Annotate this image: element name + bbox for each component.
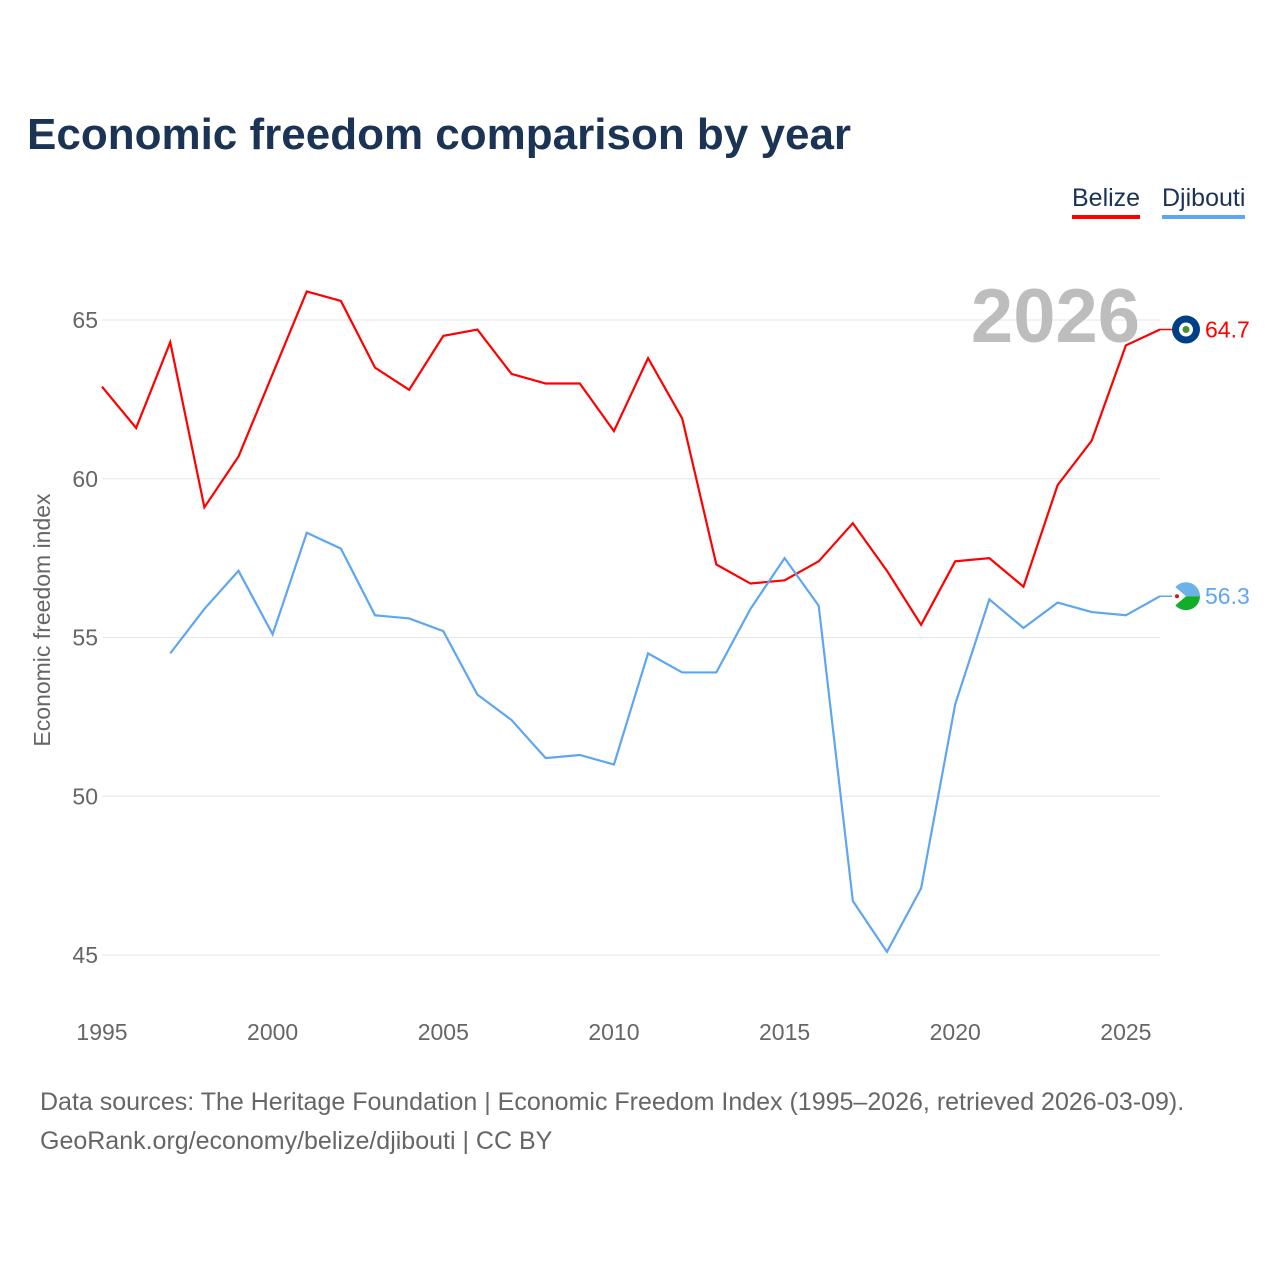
x-tick-label: 2015 xyxy=(759,1019,810,1045)
data-point-djibouti[interactable] xyxy=(677,667,687,677)
data-point-djibouti[interactable] xyxy=(711,667,721,677)
data-point-belize[interactable] xyxy=(370,363,380,373)
data-point-belize[interactable] xyxy=(950,556,960,566)
end-value-label-djibouti: 56.3 xyxy=(1205,583,1250,609)
data-point-djibouti[interactable] xyxy=(199,604,209,614)
data-point-belize[interactable] xyxy=(438,331,448,341)
x-tick-label: 2000 xyxy=(247,1019,298,1045)
legend-belize[interactable]: Belize xyxy=(1072,184,1141,219)
data-point-belize[interactable] xyxy=(1121,340,1131,350)
data-point-belize[interactable] xyxy=(643,353,653,363)
y-tick-label: 50 xyxy=(72,783,98,809)
data-point-djibouti[interactable] xyxy=(1018,623,1028,633)
y-tick-label: 55 xyxy=(72,625,98,651)
data-point-djibouti[interactable] xyxy=(1053,598,1063,608)
data-point-belize[interactable] xyxy=(916,620,926,630)
data-point-belize[interactable] xyxy=(268,369,278,379)
data-point-belize[interactable] xyxy=(1087,436,1097,446)
source-link[interactable]: GeoRank.org/economy/belize/djibouti | CC… xyxy=(40,1127,553,1155)
data-point-djibouti[interactable] xyxy=(1087,607,1097,617)
x-tick-label: 1995 xyxy=(76,1019,127,1045)
end-value-label-belize: 64.7 xyxy=(1205,317,1250,343)
data-point-djibouti[interactable] xyxy=(234,566,244,576)
data-point-belize[interactable] xyxy=(404,385,414,395)
data-point-belize[interactable] xyxy=(1053,480,1063,490)
data-point-belize[interactable] xyxy=(336,296,346,306)
data-point-djibouti[interactable] xyxy=(472,690,482,700)
data-point-belize[interactable] xyxy=(507,369,517,379)
y-tick-label: 60 xyxy=(72,466,98,492)
data-point-belize[interactable] xyxy=(882,566,892,576)
data-point-djibouti[interactable] xyxy=(1121,610,1131,620)
data-point-djibouti[interactable] xyxy=(984,594,994,604)
data-point-djibouti[interactable] xyxy=(609,760,619,770)
data-point-belize[interactable] xyxy=(199,502,209,512)
y-tick-label: 65 xyxy=(72,307,98,333)
data-point-djibouti[interactable] xyxy=(848,896,858,906)
data-point-belize[interactable] xyxy=(165,337,175,347)
legend-djibouti[interactable]: Djibouti xyxy=(1162,184,1246,219)
data-point-djibouti[interactable] xyxy=(745,604,755,614)
data-point-belize[interactable] xyxy=(541,379,551,389)
data-point-djibouti[interactable] xyxy=(370,610,380,620)
data-point-djibouti[interactable] xyxy=(814,601,824,611)
data-point-belize[interactable] xyxy=(472,325,482,335)
x-tick-label: 2020 xyxy=(930,1019,981,1045)
data-point-djibouti[interactable] xyxy=(336,544,346,554)
data-point-djibouti[interactable] xyxy=(302,528,312,538)
data-point-djibouti[interactable] xyxy=(268,629,278,639)
series-line-belize[interactable] xyxy=(101,290,1161,627)
data-point-belize[interactable] xyxy=(234,452,244,462)
data-point-belize[interactable] xyxy=(302,286,312,296)
data-point-belize[interactable] xyxy=(609,426,619,436)
data-point-belize[interactable] xyxy=(711,559,721,569)
data-point-djibouti[interactable] xyxy=(541,753,551,763)
djibouti-flag-star xyxy=(1175,594,1179,599)
data-point-djibouti[interactable] xyxy=(882,947,892,957)
x-tick-label: 2025 xyxy=(1100,1019,1151,1045)
x-tick-label: 2010 xyxy=(588,1019,639,1045)
data-point-belize[interactable] xyxy=(131,423,141,433)
data-point-belize[interactable] xyxy=(814,556,824,566)
data-point-djibouti[interactable] xyxy=(404,613,414,623)
data-point-djibouti[interactable] xyxy=(438,626,448,636)
data-point-djibouti[interactable] xyxy=(950,699,960,709)
data-point-belize[interactable] xyxy=(984,553,994,563)
belize-flag-emblem-center xyxy=(1182,326,1190,334)
data-point-belize[interactable] xyxy=(745,579,755,589)
data-point-djibouti[interactable] xyxy=(780,553,790,563)
data-point-djibouti[interactable] xyxy=(507,715,517,725)
data-point-belize[interactable] xyxy=(848,518,858,528)
data-point-belize[interactable] xyxy=(677,413,687,423)
x-tick-label: 2005 xyxy=(418,1019,469,1045)
year-watermark: 2026 xyxy=(971,274,1140,359)
data-point-belize[interactable] xyxy=(575,379,585,389)
data-point-djibouti[interactable] xyxy=(165,648,175,658)
y-tick-label: 45 xyxy=(72,942,98,968)
source-note: Data sources: The Heritage Foundation | … xyxy=(40,1088,1185,1116)
data-point-belize[interactable] xyxy=(780,575,790,585)
data-point-belize[interactable] xyxy=(97,382,107,392)
data-point-djibouti[interactable] xyxy=(575,750,585,760)
chart-title: Economic freedom comparison by year xyxy=(27,110,852,159)
data-point-djibouti[interactable] xyxy=(916,883,926,893)
data-point-djibouti[interactable] xyxy=(643,648,653,658)
data-point-belize[interactable] xyxy=(1018,582,1028,592)
series-line-djibouti[interactable] xyxy=(169,531,1161,954)
y-axis-label: Economic freedom index xyxy=(29,493,55,747)
